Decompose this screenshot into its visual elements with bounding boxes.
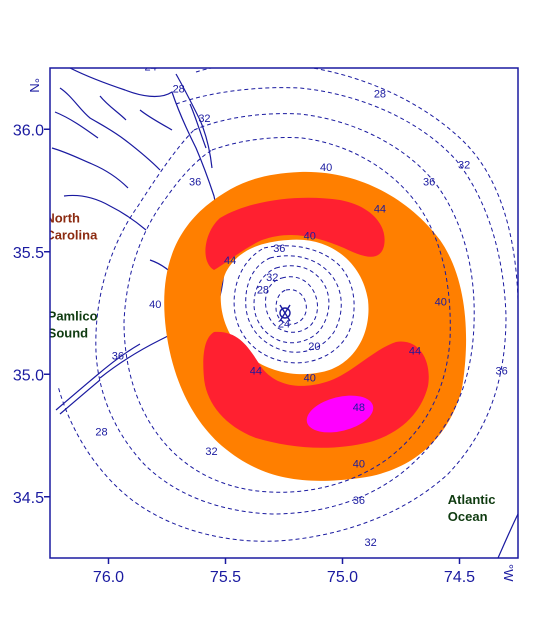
x-unit-label: °W <box>501 564 516 582</box>
contour-label: 40 <box>320 162 332 174</box>
contour-label: 28 <box>173 84 185 96</box>
y-tick-label: 34.5 <box>13 490 44 507</box>
contour-label: 28 <box>257 284 269 296</box>
place-label: Carolina <box>45 227 98 242</box>
place-label-layer: North Carolina Pamlico Sound Atlantic Ocean <box>45 210 496 524</box>
plot-frame <box>49 67 519 559</box>
x-tick-label: 75.0 <box>327 569 358 586</box>
contour-label: 24 <box>144 61 156 73</box>
place-label: North <box>45 210 80 225</box>
contour-label: 32 <box>266 272 278 284</box>
contour-label: 40 <box>353 458 365 470</box>
contour-label: 32 <box>205 446 217 458</box>
contour-label: 36 <box>112 351 124 363</box>
contour-label: 44 <box>409 346 421 358</box>
contour-lines <box>57 68 518 542</box>
contour-label: 40 <box>304 231 316 243</box>
y-unit-label: °N <box>27 78 42 93</box>
storm-center-icon <box>279 304 291 322</box>
contour-label: 36 <box>273 243 285 255</box>
contour-label: 36 <box>189 177 201 189</box>
contour-label: 32 <box>198 113 210 125</box>
contour-label: 20 <box>308 341 320 353</box>
x-tick-label: 74.5 <box>444 569 475 586</box>
x-tick-label: 75.5 <box>210 569 241 586</box>
y-tick-label: 36.0 <box>13 122 44 139</box>
band-44-48 <box>203 197 429 448</box>
place-label: Sound <box>48 325 88 340</box>
contour-label: 24 <box>278 319 290 331</box>
y-tick-label: 35.5 <box>13 245 44 262</box>
place-label: Pamlico <box>48 308 98 323</box>
contour-label: 28 <box>374 88 386 100</box>
contour-label: 32 <box>364 537 376 549</box>
contour-label: 40 <box>435 297 447 309</box>
y-tick-label: 35.0 <box>13 367 44 384</box>
contour-label: 36 <box>495 365 507 377</box>
contour-label: 40 <box>304 373 316 385</box>
contour-label: 36 <box>423 177 435 189</box>
contour-label: 36 <box>353 495 365 507</box>
contour-label: 28 <box>95 427 107 439</box>
x-tick-label: 76.0 <box>93 569 124 586</box>
contour-label: 48 <box>353 402 365 414</box>
contour-label: 44 <box>224 255 236 267</box>
band-48-plus <box>306 395 374 433</box>
contour-label: 40 <box>149 299 161 311</box>
axis-layer: 76.0 75.5 75.0 74.5 36.0 35.5 35.0 34.5 <box>13 122 475 586</box>
place-label: Atlantic <box>448 492 496 507</box>
contour-label: 44 <box>374 204 386 216</box>
contour-label-layer: 2428322832363640444036443228403624204044… <box>95 61 507 549</box>
contour-label: 32 <box>458 159 470 171</box>
place-label: Ocean <box>448 509 488 524</box>
contour-label: 44 <box>250 365 262 377</box>
